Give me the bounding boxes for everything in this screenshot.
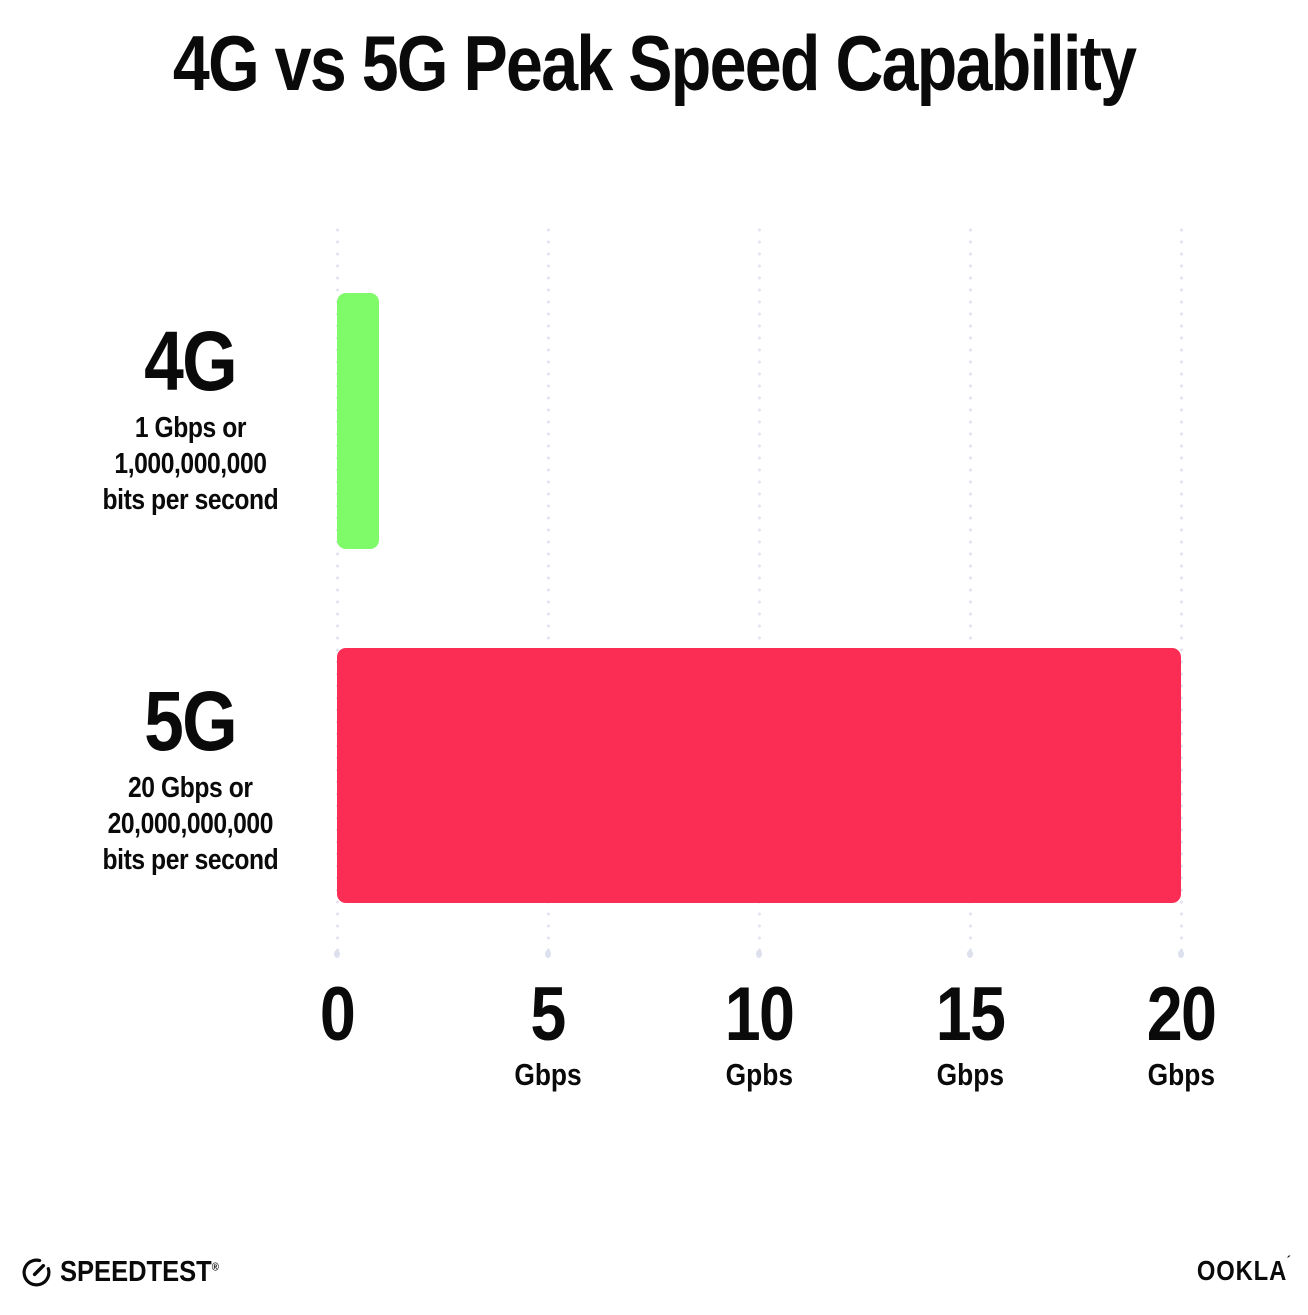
chart-title: 4G vs 5G Peak Speed Capability	[0, 20, 1308, 106]
tick-number: 20	[1146, 972, 1217, 1057]
tick-number: 5	[530, 972, 567, 1057]
tick-unit: Gbps	[1147, 1057, 1215, 1092]
gridline-20	[1179, 224, 1183, 955]
gridline-15	[968, 224, 972, 955]
sublabel-line: 1,000,000,000	[113, 448, 267, 480]
category-label-4g: 4G 1 Gbps or 1,000,000,000 bits per seco…	[40, 318, 340, 518]
gridline-0	[335, 224, 339, 955]
registered-trademark-mark: ®	[211, 1261, 219, 1274]
gridline-10	[757, 224, 761, 955]
speedtest-logo: SPEEDTEST®	[20, 1256, 241, 1289]
category-name-4g: 4G	[144, 314, 238, 408]
ookla-logo: OOKLA ´	[1181, 1253, 1292, 1287]
tick-unit: Gbps	[936, 1057, 1004, 1092]
plot-area	[335, 224, 1183, 955]
sublabel-line: 20 Gbps or	[127, 772, 253, 804]
category-sublabel-5g: 20 Gbps or 20,000,000,000 bits per secon…	[40, 770, 340, 878]
category-sublabel-4g: 1 Gbps or 1,000,000,000 bits per second	[40, 410, 340, 518]
x-tick-15: 15 Gbps	[930, 975, 1011, 1093]
x-tick-0: 0	[317, 975, 357, 1093]
speedtest-gauge-icon	[22, 1258, 51, 1287]
ookla-wordmark: OOKLA	[1196, 1255, 1287, 1286]
ookla-trademark-mark: ´	[1286, 1253, 1292, 1268]
bar-4g	[337, 293, 380, 549]
speedtest-wordmark: SPEEDTEST®	[60, 1256, 219, 1288]
category-name-5g: 5G	[144, 674, 238, 768]
tick-number: 10	[724, 972, 795, 1057]
bar-5g	[337, 648, 1181, 903]
sublabel-line: bits per second	[102, 484, 278, 516]
x-tick-20: 20 Gbps	[1141, 975, 1222, 1093]
sublabel-line: 1 Gbps or	[134, 412, 246, 444]
tick-number: 15	[935, 972, 1006, 1057]
x-tick-10: 10 Gpbs	[719, 975, 800, 1093]
x-tick-5: 5 Gbps	[508, 975, 587, 1093]
tick-unit	[317, 1057, 357, 1093]
sublabel-line: bits per second	[102, 844, 278, 876]
gridline-5	[546, 224, 550, 955]
sublabel-line: 20,000,000,000	[107, 808, 273, 840]
tick-unit: Gpbs	[725, 1057, 793, 1092]
chart-title-text: 4G vs 5G Peak Speed Capability	[172, 19, 1137, 107]
category-label-5g: 5G 20 Gbps or 20,000,000,000 bits per se…	[40, 678, 340, 878]
tick-number: 0	[319, 972, 356, 1057]
tick-unit: Gbps	[514, 1057, 582, 1092]
